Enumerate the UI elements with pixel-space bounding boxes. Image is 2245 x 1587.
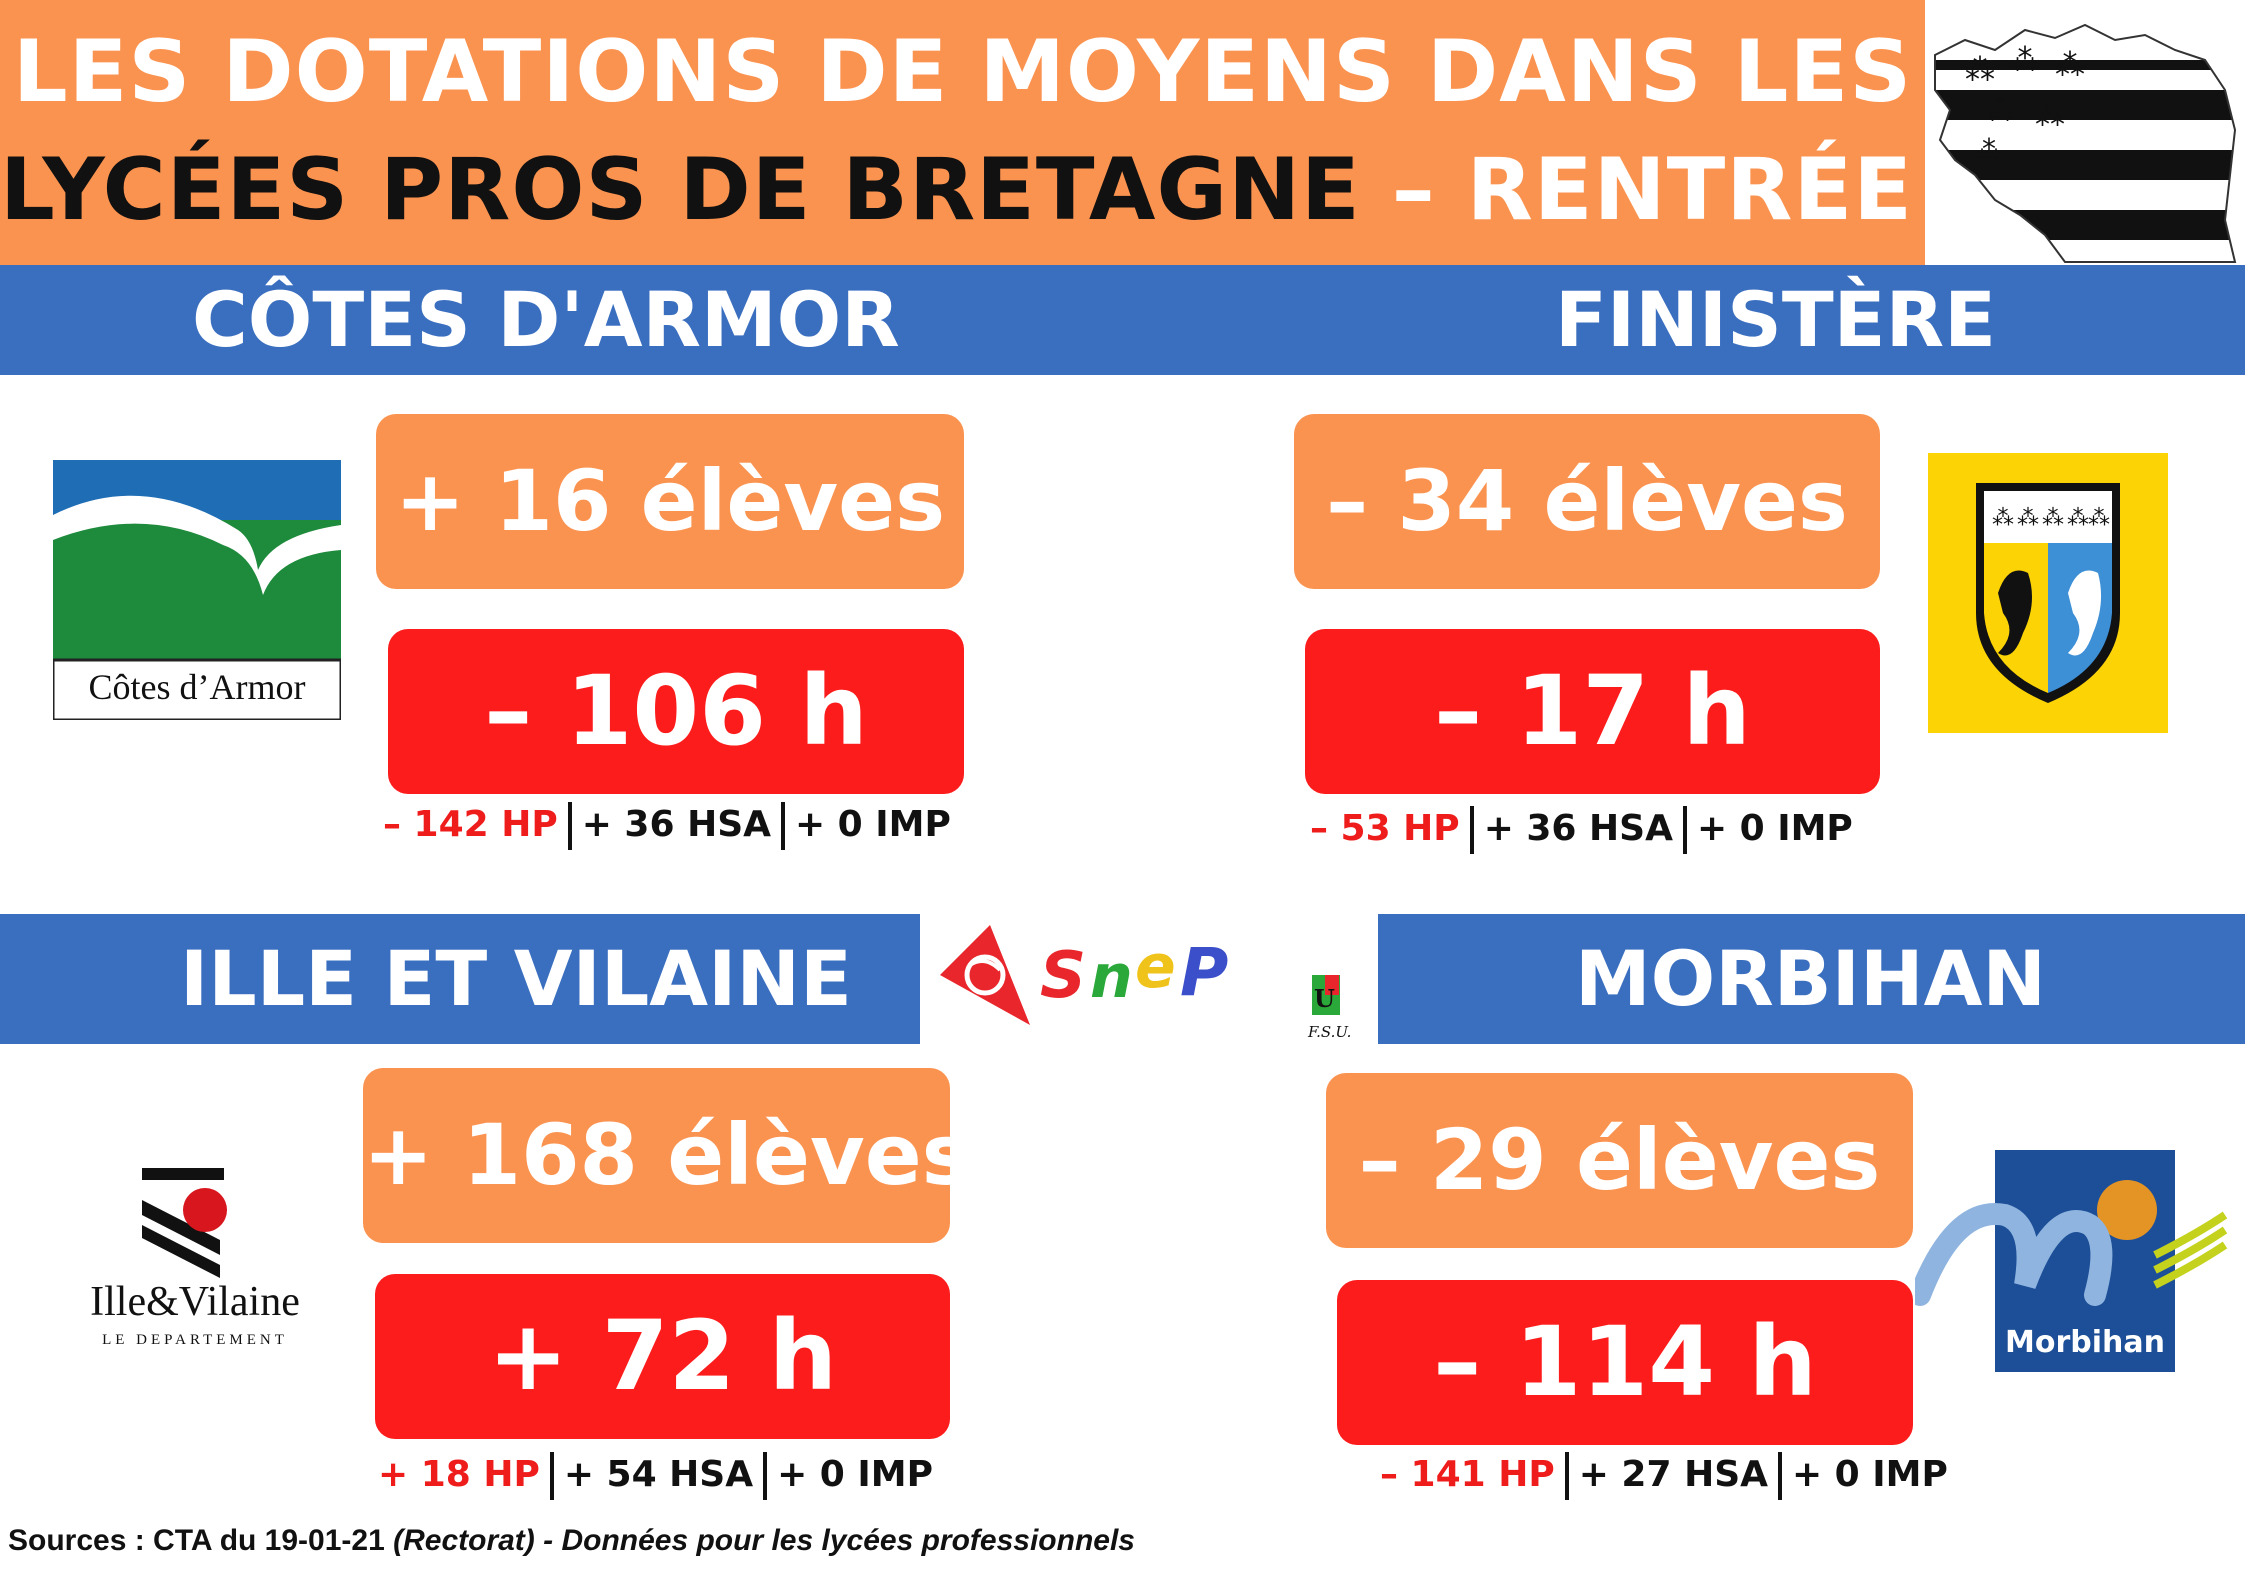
sources-suffix: - Données pour les lycées professionnels [534, 1524, 1135, 1557]
svg-text:⁂: ⁂ [2067, 506, 2089, 531]
sources-rectorat: (Rectorat) [393, 1524, 535, 1557]
title-line-1: LES DOTATIONS DE MOYENS DANS LES [12, 22, 1913, 122]
separator [1682, 806, 1687, 854]
finistere-logo: ⁂ ⁂ ⁂ ⁂ ⁂ [1928, 453, 2168, 733]
morbihan-imp: + 0 IMP [1791, 1454, 1948, 1495]
svg-text:n: n [1090, 942, 1133, 1012]
ille-vilaine-logo-icon [142, 1168, 227, 1278]
morbihan-title: MORBIHAN [1575, 934, 2046, 1023]
separator [763, 1452, 768, 1500]
svg-text:⁂: ⁂ [1965, 53, 1995, 88]
ille-vilaine-bar [0, 914, 920, 1044]
morbihan-logo-text: Morbihan [2005, 1325, 2165, 1360]
bretagne-map-icon: ⁂ ⁂ ⁂ ⁂ ⁂ ⁂ [1934, 23, 2237, 263]
svg-text:⁂: ⁂ [2017, 506, 2039, 531]
ille-vilaine-breakdown: + 18 HP + 54 HSA + 0 IMP [378, 1452, 933, 1500]
svg-text:⁂: ⁂ [1992, 506, 2014, 531]
finistere-title: FINISTÈRE [1555, 275, 1997, 364]
finistere-heures: – 17 h [1305, 629, 1880, 794]
snep-logo: S n e P U F.S.U. [930, 915, 1375, 1045]
ille-vilaine-hsa: + 54 HSA [563, 1454, 754, 1495]
svg-text:e: e [1135, 932, 1176, 1002]
svg-text:⁂: ⁂ [1985, 93, 2015, 128]
ille-vilaine-logo: Ille&Vilaine LE DEPARTEMENT [70, 1160, 320, 1360]
top-departments-bar [0, 265, 2245, 375]
ille-vilaine-heures: + 72 h [375, 1274, 950, 1439]
separator [549, 1452, 554, 1500]
morbihan-logo-icon [1909, 1150, 2228, 1372]
ille-vilaine-logo-subtext: LE DEPARTEMENT [102, 1332, 288, 1348]
morbihan-hsa: + 27 HSA [1578, 1454, 1768, 1495]
svg-text:⁂: ⁂ [2042, 506, 2064, 531]
ille-vilaine-eleves: + 168 élèves [363, 1068, 972, 1243]
ille-vilaine-hp: + 18 HP [378, 1454, 540, 1495]
cotes-armor-eleves: + 16 élèves [376, 414, 964, 589]
finistere-breakdown: – 53 HP + 36 HSA + 0 IMP [1310, 806, 1853, 854]
cotes-armor-breakdown: – 142 HP + 36 HSA + 0 IMP [383, 802, 951, 850]
morbihan-hp: – 141 HP [1380, 1454, 1555, 1495]
svg-text:U: U [1314, 984, 1335, 1013]
svg-text:⁂: ⁂ [2010, 43, 2040, 78]
ille-vilaine-title: ILLE ET VILAINE [180, 934, 852, 1023]
svg-text:⁂: ⁂ [1975, 134, 2003, 167]
cotes-armor-imp: + 0 IMP [794, 804, 951, 845]
separator [1469, 806, 1474, 854]
cotes-armor-logo: Côtes d’Armor [51, 460, 343, 722]
separator [780, 802, 785, 850]
separator [1777, 1452, 1782, 1500]
sources-note: Sources : CTA du 19-01-21 (Rectorat) - D… [8, 1524, 1135, 1558]
cotes-armor-logo-icon [51, 460, 343, 722]
ille-vilaine-imp: + 0 IMP [777, 1454, 933, 1495]
bretagne-flag-map: ⁂ ⁂ ⁂ ⁂ ⁂ ⁂ [1925, 0, 2245, 265]
sources-prefix: Sources : CTA du 19-01-21 [8, 1524, 394, 1557]
morbihan-heures: – 114 h [1337, 1280, 1913, 1445]
morbihan-logo: Morbihan [1909, 1145, 2230, 1375]
finistere-eleves: – 34 élèves [1294, 414, 1880, 589]
cotes-armor-heures: – 106 h [388, 629, 964, 794]
separator [1564, 1452, 1569, 1500]
fsu-text: F.S.U. [1307, 1023, 1351, 1041]
svg-text:⁂: ⁂ [2035, 98, 2065, 133]
svg-text:⁂: ⁂ [2088, 506, 2110, 531]
cotes-armor-hp: – 142 HP [383, 804, 558, 845]
finistere-hsa: + 36 HSA [1483, 808, 1673, 849]
finistere-imp: + 0 IMP [1696, 808, 1853, 849]
svg-text:P: P [1180, 934, 1228, 1011]
ille-vilaine-logo-text: Ille&Vilaine [90, 1279, 300, 1325]
finistere-hp: – 53 HP [1310, 808, 1460, 849]
finistere-shield-icon: ⁂ ⁂ ⁂ ⁂ ⁂ [1976, 483, 2120, 703]
svg-text:⁂: ⁂ [2055, 48, 2085, 83]
snep-logo-icon: S n e P U F.S.U. [940, 925, 1351, 1041]
separator [567, 802, 572, 850]
morbihan-breakdown: – 141 HP + 27 HSA + 0 IMP [1380, 1452, 1948, 1500]
cotes-armor-hsa: + 36 HSA [581, 804, 771, 845]
title-band [0, 0, 1925, 265]
cotes-armor-logo-text: Côtes d’Armor [88, 667, 306, 707]
cotes-armor-title: CÔTES D'ARMOR [192, 275, 900, 364]
title-line-2-black: LYCÉES PROS DE BRETAGNE [0, 140, 1361, 240]
morbihan-eleves: – 29 élèves [1326, 1073, 1913, 1248]
title-line-2: LYCÉES PROS DE BRETAGNE – RENTRÉE 2021 [0, 140, 2186, 240]
morbihan-bar [1378, 914, 2245, 1044]
snep-s: S [1040, 939, 1086, 1013]
